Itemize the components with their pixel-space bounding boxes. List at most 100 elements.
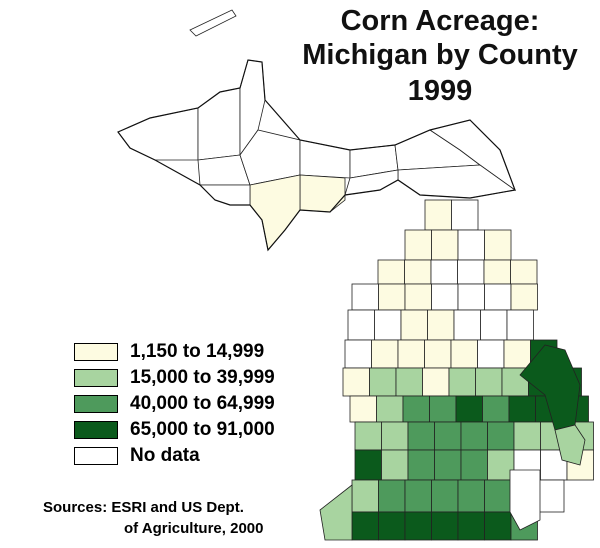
legend-label: 1,150 to 14,999 xyxy=(130,341,265,362)
county xyxy=(397,339,425,369)
county xyxy=(431,229,459,261)
legend-item: 15,000 to 39,999 xyxy=(74,365,275,391)
county xyxy=(197,87,241,161)
legend-swatch xyxy=(74,369,118,387)
county xyxy=(381,421,409,451)
county xyxy=(429,395,457,423)
county xyxy=(554,424,586,466)
county xyxy=(434,449,462,481)
county xyxy=(299,139,351,179)
county xyxy=(377,259,405,285)
county xyxy=(430,259,458,285)
county xyxy=(199,184,251,206)
county xyxy=(460,449,488,481)
county xyxy=(434,421,462,451)
source-line-1: Sources: ESRI and US Dept. xyxy=(43,499,244,516)
county xyxy=(509,469,541,531)
county xyxy=(347,309,375,341)
county xyxy=(402,395,430,423)
county xyxy=(351,511,379,541)
county xyxy=(475,367,503,397)
county xyxy=(319,484,353,541)
county xyxy=(457,229,485,261)
county xyxy=(422,367,450,397)
county xyxy=(404,511,432,541)
source-line-2: of Agriculture, 2000 xyxy=(124,520,264,537)
legend-item: 65,000 to 91,000 xyxy=(74,417,275,443)
county xyxy=(378,511,406,541)
county xyxy=(510,259,538,285)
county xyxy=(342,367,370,397)
county xyxy=(451,199,479,231)
legend-label: 15,000 to 39,999 xyxy=(130,367,275,388)
county xyxy=(487,421,515,451)
county xyxy=(450,339,478,369)
county xyxy=(354,449,382,481)
legend-swatch xyxy=(74,421,118,439)
legend-label: 65,000 to 91,000 xyxy=(130,419,275,440)
county xyxy=(376,395,404,423)
county xyxy=(484,479,512,513)
county xyxy=(431,479,459,513)
county xyxy=(448,367,476,397)
county xyxy=(519,344,581,431)
title-line-1: Corn Acreage: xyxy=(340,5,540,37)
county xyxy=(457,511,485,541)
county xyxy=(537,479,565,513)
county xyxy=(483,259,511,285)
county xyxy=(506,309,534,341)
county xyxy=(457,479,485,513)
county xyxy=(484,229,512,261)
county xyxy=(427,309,455,341)
county xyxy=(381,449,409,481)
county xyxy=(378,479,406,513)
county xyxy=(404,259,432,285)
county xyxy=(404,479,432,513)
county xyxy=(371,339,399,369)
upper-peninsula xyxy=(117,9,517,251)
county xyxy=(404,283,432,311)
legend-item: 40,000 to 64,999 xyxy=(74,391,275,417)
county xyxy=(431,511,459,541)
county xyxy=(513,421,541,451)
title-line-2: Michigan by County xyxy=(302,39,578,71)
county xyxy=(424,339,452,369)
county xyxy=(249,174,301,251)
county xyxy=(407,449,435,481)
county xyxy=(407,421,435,451)
title-line-3: 1999 xyxy=(407,75,473,107)
county xyxy=(453,309,481,341)
county xyxy=(508,395,536,423)
county xyxy=(404,229,432,261)
county xyxy=(354,421,382,451)
county xyxy=(457,283,485,311)
county xyxy=(457,259,485,285)
county xyxy=(480,309,508,341)
legend-item: 1,150 to 14,999 xyxy=(74,339,275,365)
county xyxy=(431,283,459,311)
county xyxy=(351,283,379,311)
county xyxy=(344,339,372,369)
county xyxy=(484,511,512,541)
legend-item: No data xyxy=(74,443,275,469)
county xyxy=(369,367,397,397)
county xyxy=(349,395,377,423)
county xyxy=(351,479,379,513)
county xyxy=(482,395,510,423)
county xyxy=(460,421,488,451)
legend-label: No data xyxy=(130,445,200,466)
county xyxy=(395,367,423,397)
island xyxy=(189,9,237,37)
county xyxy=(400,309,428,341)
legend-swatch xyxy=(74,343,118,361)
county xyxy=(484,283,512,311)
county xyxy=(299,174,346,213)
county xyxy=(374,309,402,341)
legend-swatch xyxy=(74,447,118,465)
county xyxy=(378,283,406,311)
county xyxy=(510,283,538,311)
county xyxy=(477,339,505,369)
county xyxy=(455,395,483,423)
legend-label: 40,000 to 64,999 xyxy=(130,393,275,414)
